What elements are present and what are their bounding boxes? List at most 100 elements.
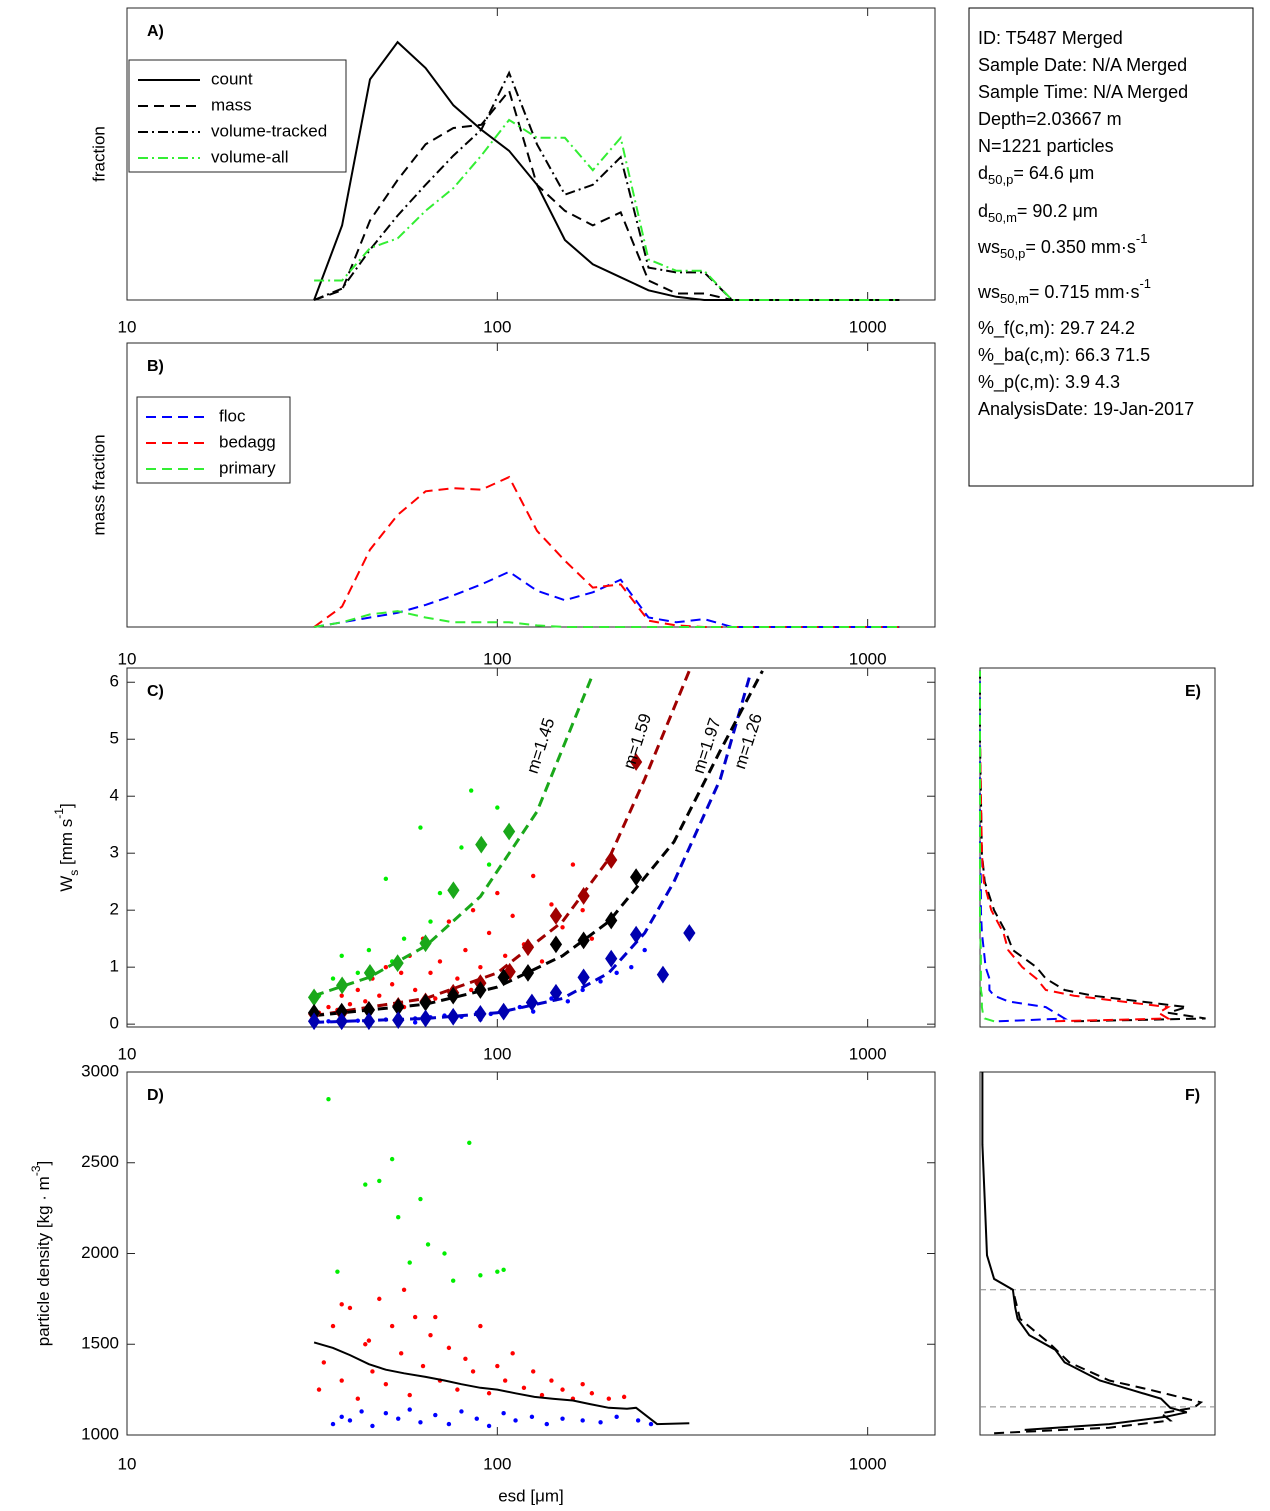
particle-point bbox=[418, 1420, 423, 1425]
binned-mean bbox=[307, 1012, 321, 1031]
binned-mean bbox=[363, 963, 377, 982]
particle-point bbox=[501, 1267, 506, 1273]
particle-point bbox=[326, 1019, 331, 1024]
particle-point bbox=[580, 987, 585, 993]
text-part: = 64.6 μm bbox=[1013, 163, 1094, 183]
particle-point bbox=[383, 876, 389, 882]
x-tick-label: 100 bbox=[483, 1044, 511, 1063]
fit-curve bbox=[313, 675, 594, 998]
text-part: d bbox=[978, 201, 988, 221]
particle-point bbox=[355, 1396, 361, 1401]
info-line: Depth=2.03667 m bbox=[978, 109, 1122, 129]
particle-point bbox=[398, 1351, 404, 1356]
text-part: 50,m bbox=[1000, 291, 1029, 306]
text-part: ] bbox=[57, 803, 76, 808]
binned-mean bbox=[605, 911, 618, 930]
binned-mean bbox=[497, 1002, 510, 1021]
legend-label: volume-tracked bbox=[211, 121, 327, 140]
particle-point bbox=[549, 1378, 554, 1383]
binned-mean bbox=[447, 881, 460, 900]
binned-mean bbox=[336, 976, 349, 995]
profile-line bbox=[979, 670, 1172, 1023]
particle-point bbox=[560, 1416, 565, 1421]
particle-point bbox=[407, 1392, 412, 1398]
particle-point bbox=[463, 947, 468, 953]
particle-point bbox=[510, 913, 515, 919]
binned-mean bbox=[503, 822, 516, 841]
particle-point bbox=[412, 1314, 418, 1320]
fit-curve bbox=[313, 670, 764, 1018]
binned-mean bbox=[392, 1011, 405, 1030]
particle-point bbox=[531, 873, 536, 879]
binned-mean bbox=[521, 963, 535, 982]
binned-mean bbox=[630, 753, 643, 771]
binned-mean bbox=[391, 954, 404, 973]
text-part: ID: T5487 Merged bbox=[978, 28, 1123, 48]
particle-point bbox=[502, 1378, 508, 1383]
particle-point bbox=[598, 1420, 603, 1425]
particle-point bbox=[478, 964, 483, 970]
particle-point bbox=[339, 1302, 344, 1307]
legend-label: mass bbox=[211, 95, 252, 114]
binned-mean bbox=[447, 986, 460, 1005]
particle-point bbox=[383, 1381, 389, 1387]
series-line bbox=[314, 118, 900, 301]
text-part: AnalysisDate: 19-Jan-2017 bbox=[978, 399, 1194, 419]
particle-point bbox=[437, 959, 443, 964]
text-part: W bbox=[57, 876, 76, 892]
particle-point bbox=[383, 964, 389, 970]
y-axis-label: Ws [mm s-1] bbox=[52, 803, 81, 891]
y-tick-label: 1 bbox=[110, 957, 119, 976]
particle-point bbox=[330, 1323, 336, 1329]
particle-point bbox=[549, 902, 554, 907]
particle-point bbox=[629, 964, 634, 970]
binned-mean bbox=[549, 906, 563, 925]
text-part: -3 bbox=[29, 1165, 43, 1176]
legend-label: bedagg bbox=[219, 432, 276, 451]
y-tick-label: 1000 bbox=[81, 1424, 119, 1443]
info-line: %_f(c,m): 29.7 24.2 bbox=[978, 318, 1135, 339]
particle-point bbox=[442, 1251, 447, 1256]
binned-mean bbox=[549, 935, 563, 954]
series-line bbox=[313, 88, 900, 301]
panel-label: C) bbox=[147, 683, 164, 700]
particle-point bbox=[383, 1411, 389, 1416]
particle-point bbox=[420, 1363, 426, 1369]
y-tick-label: 0 bbox=[110, 1014, 119, 1033]
particle-point bbox=[355, 1018, 361, 1023]
text-part: ] bbox=[34, 1161, 53, 1166]
particle-point bbox=[486, 1391, 492, 1396]
particle-point bbox=[398, 970, 404, 976]
text-part: Sample Time: N/A Merged bbox=[978, 82, 1188, 102]
text-part: = 90.2 μm bbox=[1017, 201, 1098, 221]
text-part: -1 bbox=[1136, 231, 1148, 246]
text-part: 50,p bbox=[988, 172, 1013, 187]
legend-label: volume-all bbox=[211, 147, 288, 166]
binned-mean bbox=[475, 835, 488, 854]
particle-point bbox=[446, 919, 452, 924]
particle-point bbox=[355, 987, 361, 993]
y-axis-label: particle density [kg · m-3] bbox=[29, 1161, 53, 1346]
particle-point bbox=[339, 953, 344, 958]
info-line: N=1221 particles bbox=[978, 136, 1114, 156]
particle-point bbox=[529, 1414, 535, 1420]
text-part: 50,p bbox=[1000, 246, 1025, 261]
text-part: particle density [kg · m bbox=[34, 1176, 53, 1346]
particle-point bbox=[486, 862, 492, 867]
binned-mean bbox=[630, 868, 643, 887]
info-line: %_p(c,m): 3.9 4.3 bbox=[978, 372, 1120, 393]
x-tick-label: 10 bbox=[118, 1044, 137, 1063]
particle-point bbox=[474, 1416, 479, 1421]
text-part: %_f(c,m): 29.7 24.2 bbox=[978, 318, 1135, 339]
particle-point bbox=[377, 1296, 382, 1302]
particle-point bbox=[401, 936, 407, 941]
info-line: AnalysisDate: 19-Jan-2017 bbox=[978, 399, 1194, 419]
binned-mean bbox=[630, 925, 643, 944]
particle-point bbox=[539, 959, 545, 964]
particle-point bbox=[407, 1407, 412, 1412]
particle-point bbox=[580, 1418, 585, 1423]
particle-point bbox=[621, 1394, 627, 1400]
particle-point bbox=[495, 1363, 500, 1369]
binned-mean bbox=[525, 993, 539, 1012]
particle-point bbox=[407, 1260, 412, 1265]
